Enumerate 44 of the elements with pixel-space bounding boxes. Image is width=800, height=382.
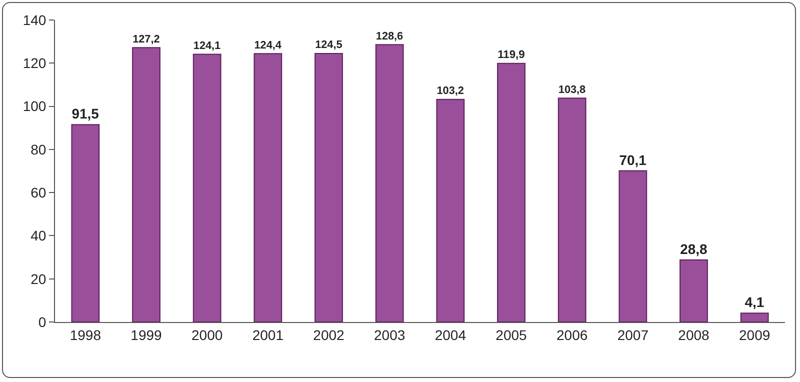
data-label: 128,6 (376, 30, 404, 42)
y-tick-label: 40 (30, 228, 46, 244)
bar (497, 62, 526, 322)
bar (680, 259, 708, 322)
x-tick-label: 2005 (496, 326, 528, 343)
x-tick-label: 2001 (252, 326, 284, 343)
bar (132, 47, 160, 322)
bar (618, 170, 648, 322)
data-label: 124,1 (193, 40, 221, 52)
data-label: 124,4 (254, 39, 282, 52)
bar (436, 98, 465, 322)
data-label: 124,5 (315, 39, 342, 52)
y-tick-label: 120 (22, 55, 46, 72)
data-label: 119,9 (498, 48, 525, 61)
x-tick-label: 1998 (70, 326, 102, 343)
bar (558, 98, 586, 322)
bar (254, 53, 282, 322)
x-tick-label: 2008 (678, 326, 710, 343)
bar (314, 52, 343, 322)
data-label: 4,1 (744, 294, 764, 310)
y-tick-label: 100 (22, 98, 46, 114)
data-label: 91,5 (72, 106, 100, 122)
x-tick-label: 1999 (130, 326, 162, 343)
y-tick-label: 140 (22, 12, 46, 28)
y-tick-label: 0 (38, 314, 46, 330)
data-label: 103,2 (436, 85, 464, 98)
bar (375, 44, 404, 322)
bar (192, 54, 222, 322)
x-tick-label: 2003 (374, 326, 406, 343)
data-label: 70,1 (619, 152, 647, 168)
x-tick-label: 2009 (739, 326, 770, 343)
data-label: 127,2 (132, 33, 160, 46)
x-tick-label: 2002 (313, 326, 345, 343)
y-tick-label: 80 (30, 141, 46, 158)
y-tick-label: 20 (30, 270, 46, 287)
bar (71, 124, 100, 322)
data-label: 28,8 (680, 240, 708, 257)
x-tick-label: 2007 (617, 326, 649, 343)
x-tick-label: 2006 (556, 326, 588, 343)
bar (740, 312, 769, 322)
data-label: 103,8 (558, 84, 586, 96)
x-tick-label: 2000 (192, 326, 223, 343)
y-tick-label: 60 (30, 184, 46, 200)
x-tick-label: 2004 (434, 326, 466, 343)
